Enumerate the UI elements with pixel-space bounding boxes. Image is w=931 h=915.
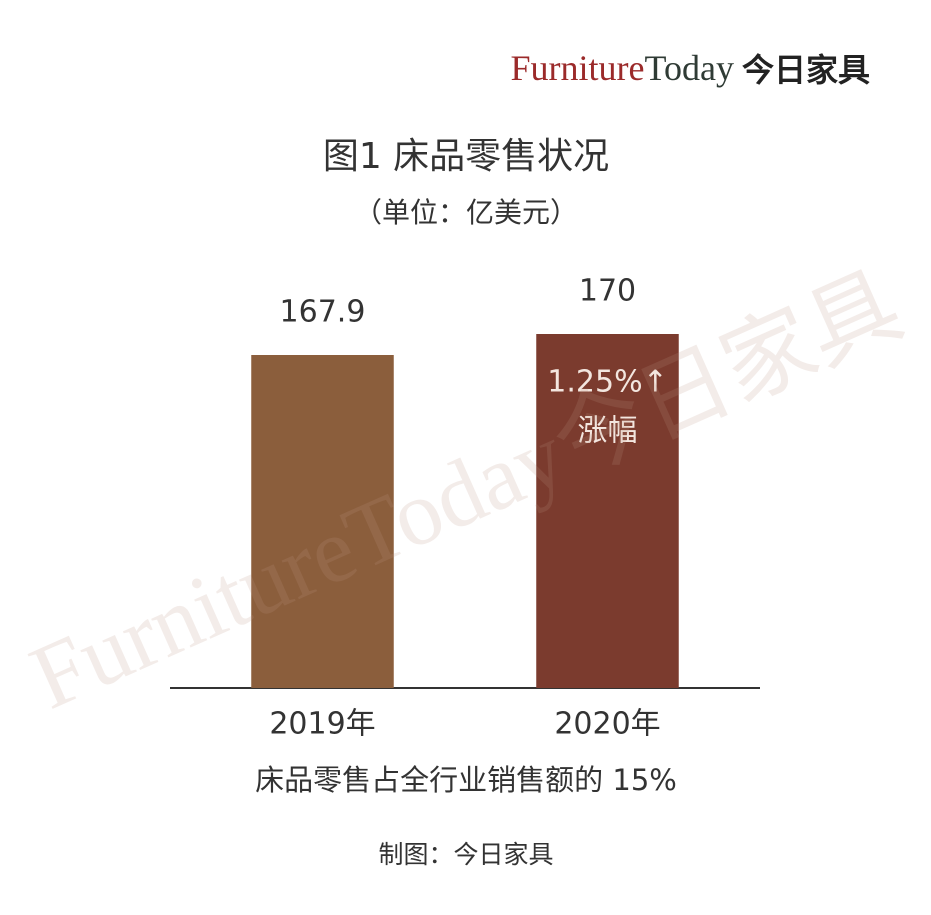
annotation: 1.25%↑ bbox=[547, 365, 667, 400]
bar bbox=[251, 355, 394, 688]
chart-title: 图1 床品零售状况 bbox=[323, 136, 609, 177]
value-label: 170 bbox=[579, 274, 636, 309]
logo: FurnitureToday 今日家具 bbox=[511, 48, 870, 89]
value-label: 167.9 bbox=[280, 295, 366, 330]
x-tick-label: 2020年 bbox=[554, 707, 660, 742]
logo-brand: Today bbox=[645, 48, 734, 88]
annotation: 涨幅 bbox=[578, 414, 638, 449]
logo-brand: 今日家具 bbox=[742, 51, 870, 89]
logo-brand: Furniture bbox=[511, 48, 645, 88]
bar bbox=[536, 334, 679, 688]
note: 床品零售占全行业销售额的 15% bbox=[255, 763, 677, 797]
x-tick-label: 2019年 bbox=[269, 707, 375, 742]
source: 制图：今日家具 bbox=[378, 840, 553, 869]
chart-subtitle: （单位：亿美元） bbox=[354, 196, 578, 229]
